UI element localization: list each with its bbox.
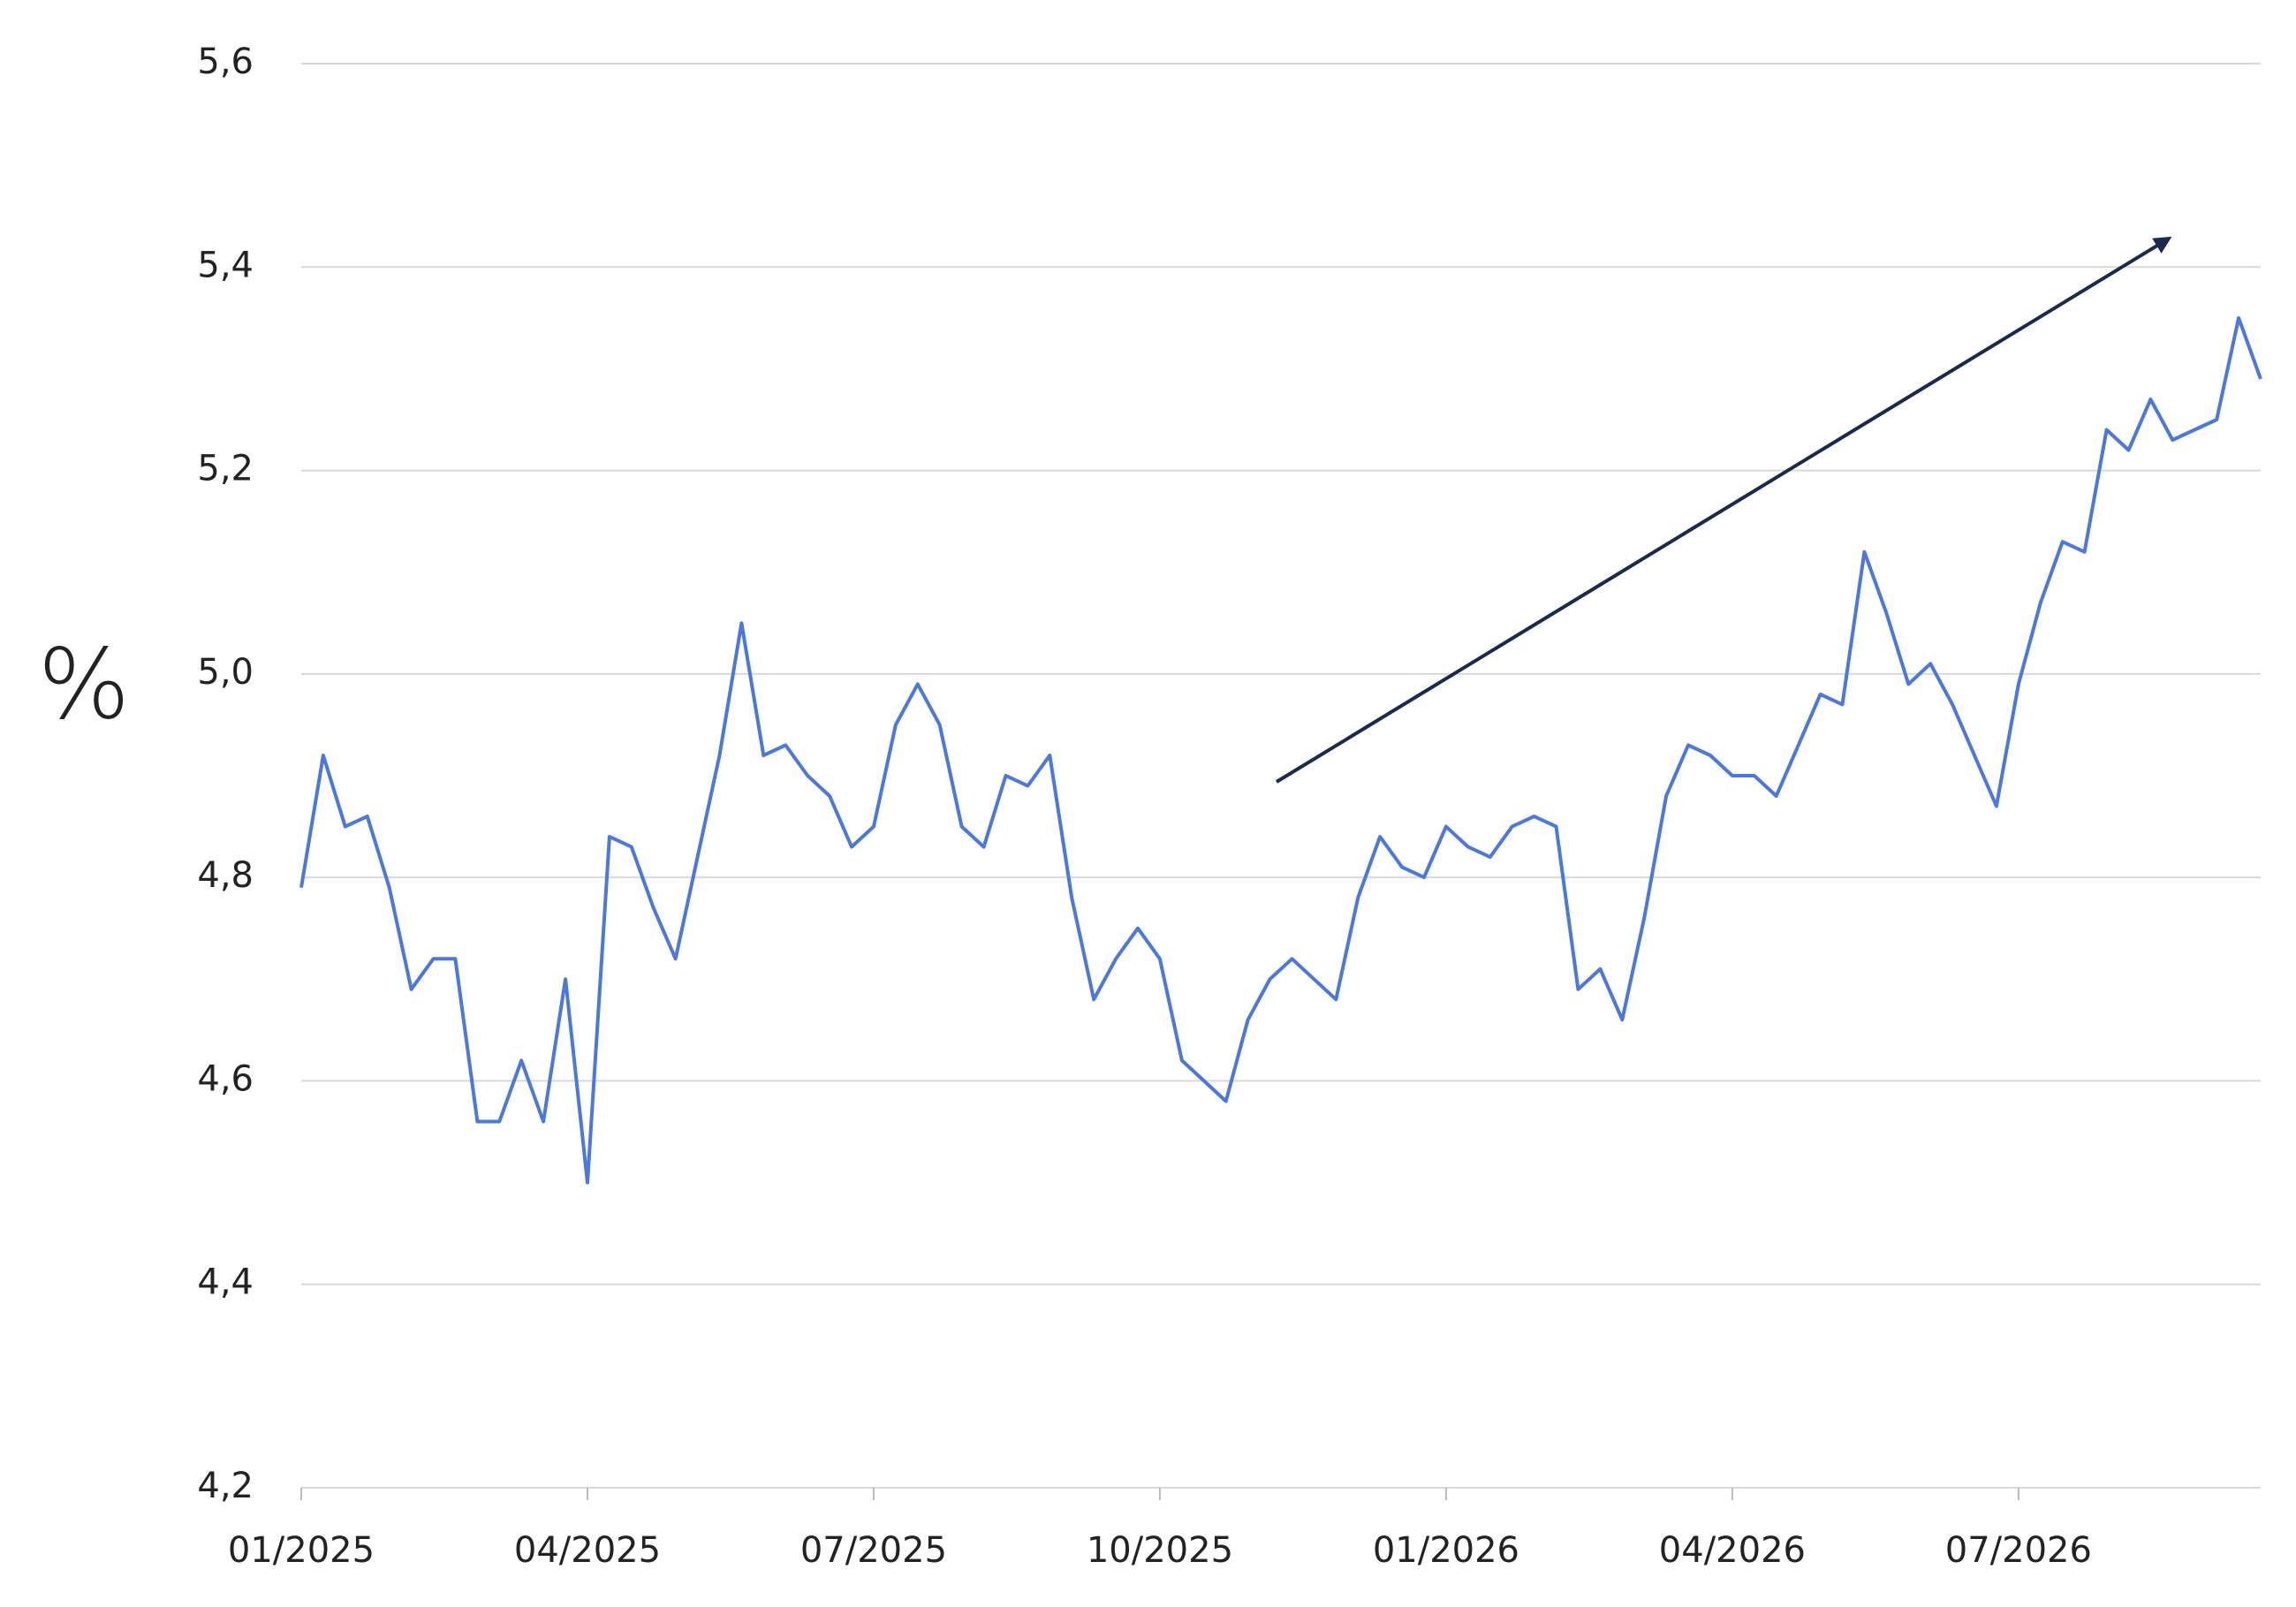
y-tick-label: 4,2 — [197, 1466, 254, 1506]
x-tick-label: 01/2026 — [1373, 1530, 1519, 1571]
y-tick-label: 4,6 — [197, 1058, 254, 1099]
y-tick-label: 5,2 — [197, 449, 254, 489]
y-tick-label: 4,4 — [197, 1262, 254, 1303]
y-tick-label: 5,6 — [197, 42, 254, 82]
x-tick-label: 07/2025 — [800, 1530, 947, 1571]
trend-arrow — [1275, 236, 2172, 784]
y-tick-label: 5,0 — [197, 652, 254, 693]
x-tick-label: 04/2026 — [1659, 1530, 1806, 1571]
x-tick-label: 01/2025 — [228, 1530, 375, 1571]
data-line — [299, 315, 2262, 1185]
x-tick-label: 07/2026 — [1945, 1530, 2092, 1571]
x-tick-label: 04/2025 — [514, 1530, 661, 1571]
y-tick-label: 5,4 — [197, 245, 254, 285]
y-axis-label: % — [38, 627, 131, 740]
x-tick-label: 10/2025 — [1087, 1530, 1233, 1571]
y-tick-label: 4,8 — [197, 855, 254, 896]
